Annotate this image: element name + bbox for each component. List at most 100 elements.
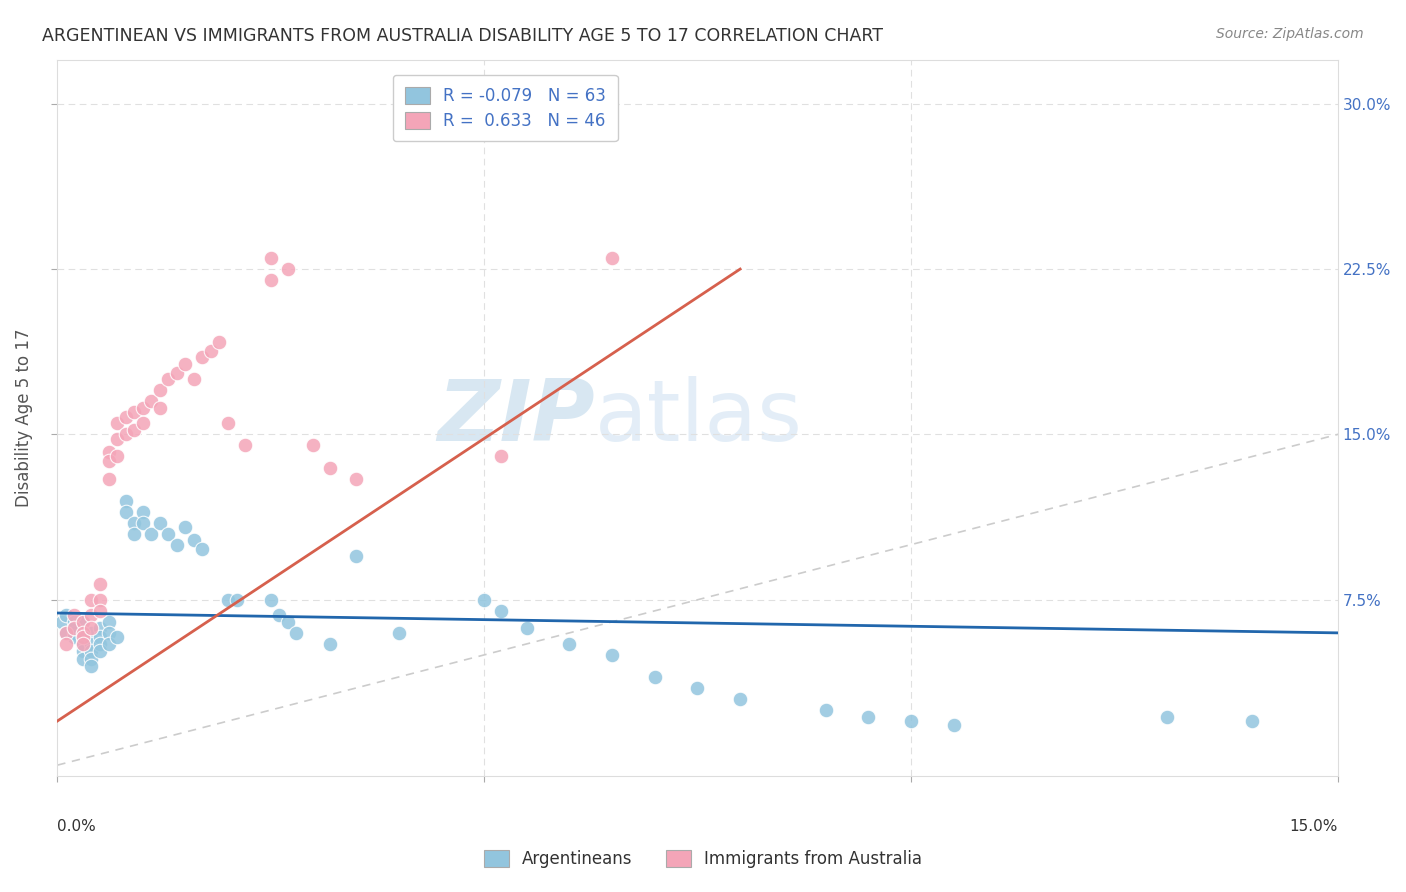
Point [80,643,103,657]
Point [97,445,120,459]
Point [600,251,623,265]
Point [80,608,103,623]
Point [55,637,77,651]
Point [131,516,153,530]
Point [141,394,163,409]
Point [166,538,188,552]
Point [72,630,94,644]
Point [174,357,197,371]
Point [114,427,136,442]
Point [122,405,145,419]
Point [141,526,163,541]
Point [72,637,94,651]
Point [89,630,111,644]
Point [183,533,205,548]
Point [728,692,751,706]
Point [277,615,299,629]
Text: 15.0%: 15.0% [1289,819,1337,834]
Point [55,608,77,623]
Point [1241,714,1264,728]
Point [233,438,256,452]
Point [131,401,153,415]
Text: ZIP: ZIP [437,376,595,459]
Point [63,622,86,636]
Point [344,549,367,563]
Point [114,505,136,519]
Point [72,637,94,651]
Point [72,637,94,651]
Point [149,384,172,398]
Y-axis label: Disability Age 5 to 17: Disability Age 5 to 17 [15,328,32,508]
Point [122,526,145,541]
Text: atlas: atlas [595,376,803,459]
Point [80,622,103,636]
Point [97,471,120,485]
Point [1156,709,1178,723]
Point [942,718,965,732]
Point [89,604,111,618]
Point [208,334,231,349]
Point [200,343,222,358]
Point [63,625,86,640]
Point [157,372,180,386]
Point [157,526,180,541]
Point [260,273,283,287]
Point [55,625,77,640]
Point [191,351,214,365]
Point [277,262,299,277]
Point [72,652,94,666]
Point [114,493,136,508]
Point [285,625,308,640]
Point [122,516,145,530]
Point [89,592,111,607]
Point [72,615,94,629]
Point [89,637,111,651]
Point [686,681,709,695]
Point [51,615,73,629]
Point [319,460,342,475]
Point [131,505,153,519]
Point [122,423,145,437]
Point [644,670,666,684]
Point [80,652,103,666]
Point [72,625,94,640]
Point [72,630,94,644]
Point [97,625,120,640]
Text: ARGENTINEAN VS IMMIGRANTS FROM AUSTRALIA DISABILITY AGE 5 TO 17 CORRELATION CHAR: ARGENTINEAN VS IMMIGRANTS FROM AUSTRALIA… [42,27,883,45]
Point [80,637,103,651]
Point [80,625,103,640]
Point [319,637,342,651]
Point [105,432,128,446]
Point [489,604,512,618]
Point [302,438,325,452]
Point [131,417,153,431]
Point [814,703,837,717]
Point [217,417,239,431]
Point [260,592,283,607]
Point [489,450,512,464]
Point [900,714,922,728]
Point [558,637,581,651]
Point [97,454,120,468]
Point [388,625,411,640]
Point [89,643,111,657]
Point [89,622,111,636]
Point [72,643,94,657]
Point [149,401,172,415]
Point [260,251,283,265]
Text: Source: ZipAtlas.com: Source: ZipAtlas.com [1216,27,1364,41]
Point [63,630,86,644]
Legend: Argentineans, Immigrants from Australia: Argentineans, Immigrants from Australia [477,843,929,875]
Point [114,409,136,424]
Point [174,520,197,534]
Point [269,608,291,623]
Point [217,592,239,607]
Point [472,592,495,607]
Legend: R = -0.079   N = 63, R =  0.633   N = 46: R = -0.079 N = 63, R = 0.633 N = 46 [394,75,617,142]
Point [225,592,247,607]
Point [183,372,205,386]
Point [600,648,623,662]
Point [105,450,128,464]
Point [97,637,120,651]
Point [105,630,128,644]
